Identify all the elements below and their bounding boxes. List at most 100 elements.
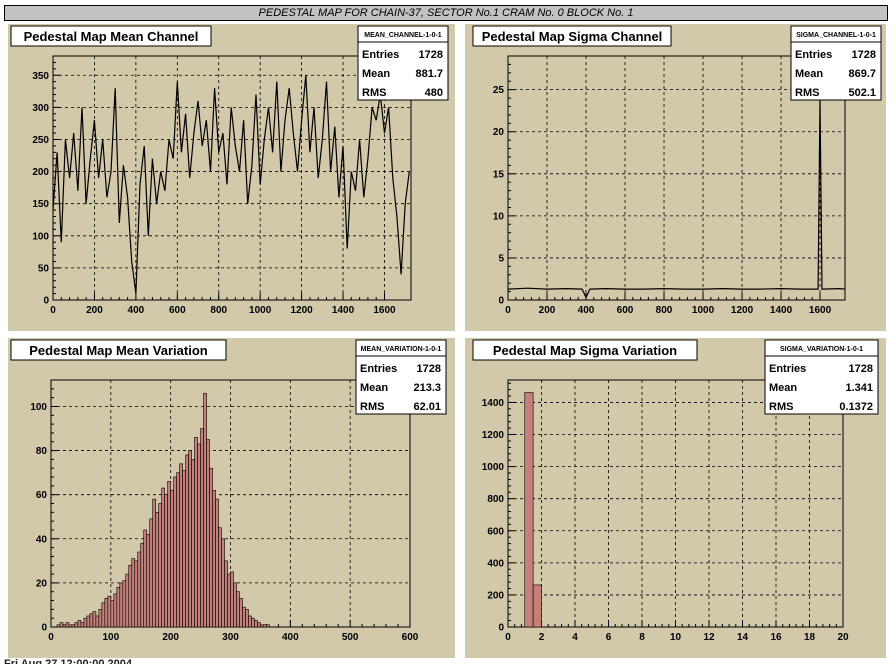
- y-tick-label: 25: [493, 85, 505, 96]
- hist-bar: [119, 582, 124, 628]
- hist-bar: [185, 454, 189, 628]
- y-tick-label: 40: [36, 534, 48, 545]
- hist-bar: [107, 595, 112, 628]
- x-tick-label: 400: [128, 305, 145, 316]
- chart-title: Pedestal Map Sigma Variation: [493, 343, 677, 358]
- hist-bar: [122, 580, 127, 628]
- hist-bar: [110, 600, 115, 628]
- x-tick-label: 1600: [809, 305, 832, 316]
- hist-bar: [263, 624, 267, 628]
- hist-bar: [239, 598, 243, 628]
- x-tick-label: 200: [86, 305, 103, 316]
- grid: [508, 380, 844, 627]
- grid: [508, 56, 845, 300]
- x-tick-label: 1200: [731, 305, 754, 316]
- stats-label: Entries: [362, 49, 399, 61]
- x-tick-label: 100: [102, 632, 119, 643]
- x-tick-label: 1000: [249, 305, 272, 316]
- hist-bar: [116, 587, 121, 628]
- plot-frame: [507, 55, 846, 301]
- x-tick-label: 200: [162, 632, 179, 643]
- stats-frame: [790, 25, 882, 101]
- x-tick-label: 0: [505, 632, 511, 643]
- hist-bar: [218, 527, 222, 628]
- hist-bar: [86, 615, 91, 628]
- x-tick-label: 500: [342, 632, 359, 643]
- y-tick-label: 600: [487, 526, 504, 537]
- hist-bar: [248, 615, 252, 628]
- hist-bar: [104, 598, 109, 628]
- hist-bar: [203, 392, 207, 628]
- stats-value: 1728: [417, 363, 441, 375]
- series: [52, 75, 410, 294]
- y-tick-label: 15: [493, 169, 505, 180]
- stats-value: 62.01: [413, 401, 441, 413]
- hist-bar: [143, 529, 148, 628]
- y-tick-label: 200: [487, 590, 504, 601]
- chart-svg: 0 200 400 600 800 1000 1200 1400 1600 0 50 100 150 20…: [10, 25, 449, 316]
- x-tick-label: 18: [804, 632, 816, 643]
- x-tick-label: 600: [402, 632, 419, 643]
- x-tick-label: 4: [572, 632, 578, 643]
- hist-bar: [224, 560, 228, 628]
- stats-value: 869.7: [848, 68, 876, 80]
- stats-frame: [764, 339, 879, 415]
- x-tick-label: 0: [505, 305, 511, 316]
- x-tick-label: 1400: [770, 305, 793, 316]
- hist-bar: [188, 450, 192, 628]
- hist-bar: [170, 489, 174, 628]
- hist-bar: [98, 609, 103, 628]
- stats-box: MEAN_CHANNEL-1-0-1 Entries 1728 Mean 881.7 RM…: [357, 25, 449, 101]
- hist-bar: [71, 624, 76, 628]
- chart-svg: 0 2 4 6 8 10 12 14 16 18 2002004006008001000120014…: [472, 339, 879, 643]
- hist-bar: [137, 551, 142, 628]
- series: [507, 98, 846, 299]
- y-tick-label: 800: [487, 494, 504, 505]
- hist-bar: [260, 624, 264, 628]
- hist-bar: [233, 582, 237, 628]
- hist-bar: [80, 622, 85, 628]
- stats-label: Entries: [795, 49, 832, 61]
- chart-svg: 0 200 400 600 800 1000 1200 1400 1600 0 5 10 15 20 25 P…: [472, 25, 882, 316]
- hist-bar: [206, 439, 210, 628]
- y-tick-label: 250: [32, 135, 49, 146]
- y-axis-ticks: [508, 382, 515, 628]
- title-box: [472, 25, 672, 47]
- stats-value: 1728: [419, 49, 443, 61]
- stats-label: RMS: [360, 401, 384, 413]
- hist-bar: [77, 620, 82, 628]
- hist-bar: [140, 542, 145, 628]
- hist-bar: [74, 622, 79, 628]
- hist-bar: [167, 481, 171, 628]
- hist-bar: [221, 538, 225, 628]
- y-tick-label: 1400: [482, 398, 505, 409]
- stats-label: Mean: [360, 382, 388, 394]
- hist-bar: [194, 437, 198, 628]
- x-tick-label: 0: [48, 632, 54, 643]
- footer-timestamp: Fri Aug 27 12:00:00 2004: [4, 658, 132, 664]
- stats-label: Mean: [769, 382, 797, 394]
- hist-bar: [179, 463, 183, 628]
- pad-mean-channel: 0 200 400 600 800 1000 1200 1400 1600 0 50 100 150 20…: [8, 24, 455, 331]
- y-tick-label: 1200: [482, 430, 505, 441]
- chart-title: Pedestal Map Mean Variation: [29, 343, 208, 358]
- y-tick-label: 0: [498, 296, 504, 307]
- window-title: PEDESTAL MAP FOR CHAIN-37, SECTOR No.1 C…: [4, 5, 888, 21]
- hist-bar: [266, 624, 270, 628]
- y-tick-label: 1000: [482, 462, 505, 473]
- stats-frame: [357, 25, 449, 101]
- x-tick-label: 600: [169, 305, 186, 316]
- y-tick-label: 20: [493, 127, 505, 138]
- stats-box: MEAN_VARIATION-1-0-1 Entries 1728 Mean 213.3…: [355, 339, 447, 415]
- hist-bar: [152, 498, 157, 628]
- hist-bar: [164, 494, 168, 628]
- y-tick-label: 10: [493, 211, 505, 222]
- x-tick-label: 12: [703, 632, 715, 643]
- hist-bar: [56, 624, 61, 628]
- title-box: [10, 25, 212, 47]
- hist-bar: [125, 573, 130, 628]
- x-tick-label: 800: [656, 305, 673, 316]
- chart-title: Pedestal Map Mean Channel: [24, 29, 199, 44]
- hist-bar: [197, 443, 201, 628]
- x-axis-ticks: [507, 293, 821, 300]
